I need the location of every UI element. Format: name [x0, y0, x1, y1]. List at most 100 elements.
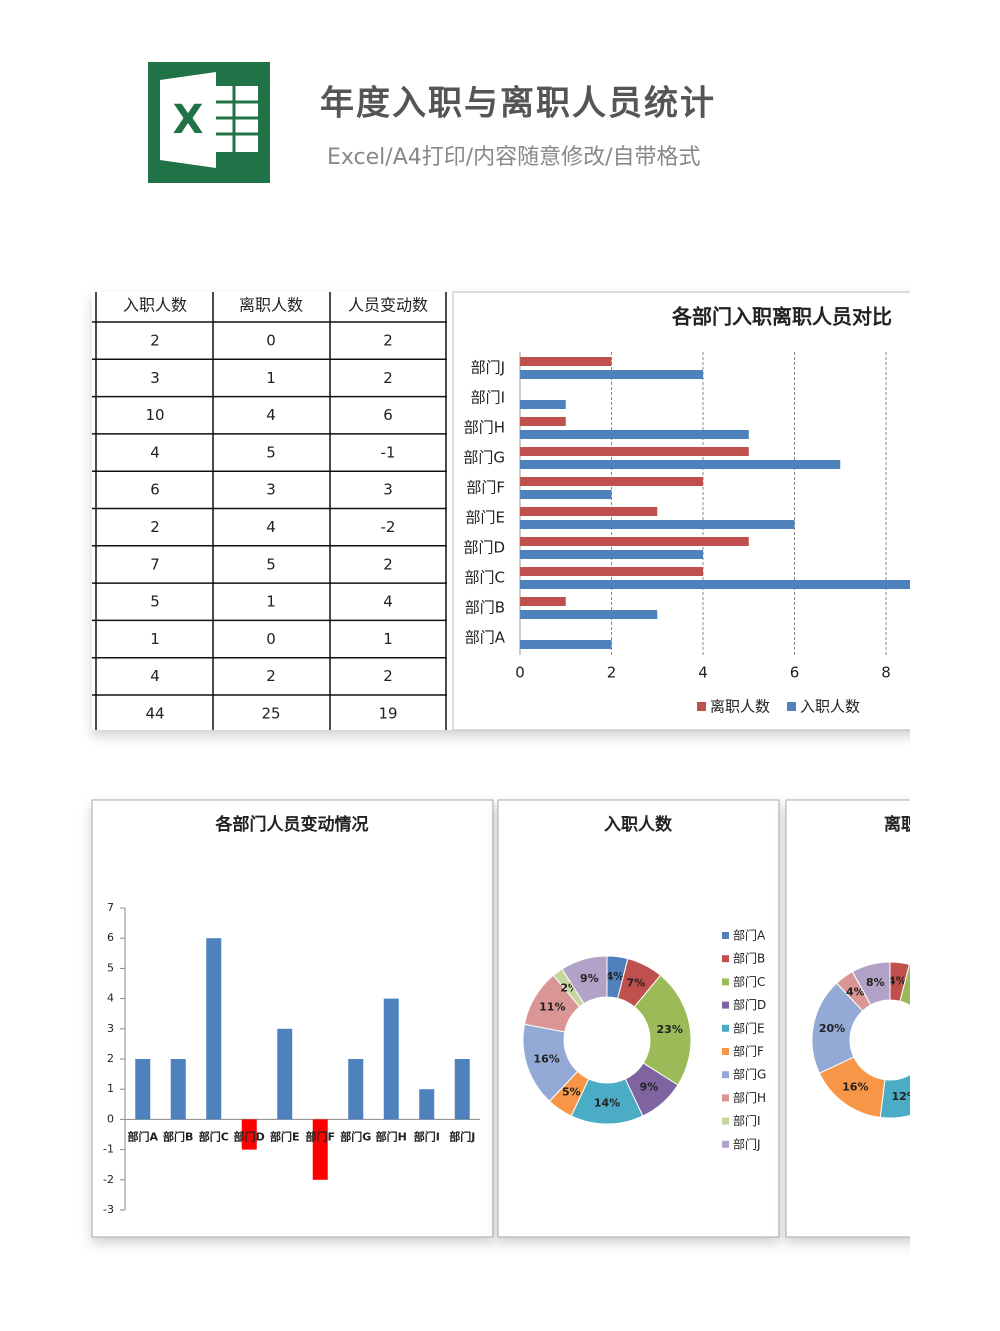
bar — [520, 610, 658, 619]
bar — [520, 477, 703, 486]
legend-label: 部门A — [733, 928, 766, 943]
legend-swatch — [722, 955, 729, 963]
table-cell: 2 — [383, 369, 393, 387]
page-subtitle: Excel/A4打印/内容随意修改/自带格式 — [327, 145, 701, 170]
table-cell: 3 — [266, 481, 276, 499]
table-cell: 6 — [150, 481, 160, 499]
data-label: 16% — [533, 1053, 559, 1066]
table-cell: 1 — [383, 630, 393, 648]
bar — [348, 1059, 364, 1120]
table-cell: 4 — [150, 667, 160, 685]
table-cell: 3 — [383, 481, 393, 499]
y-tick-label: 6 — [107, 931, 114, 944]
bar — [520, 507, 658, 516]
chart-title: 各部门入职离职人员对比 — [671, 305, 892, 329]
data-label: 16% — [842, 1081, 868, 1094]
legend-label: 部门F — [733, 1044, 764, 1059]
bar — [520, 400, 566, 409]
data-label: 9% — [580, 972, 599, 985]
y-tick-label: 3 — [107, 1022, 114, 1035]
x-tick-label: 4 — [698, 664, 708, 682]
x-tick-label: 2 — [607, 664, 617, 682]
bar — [383, 998, 399, 1120]
y-tick-label: 部门C — [465, 569, 505, 587]
bar — [520, 580, 910, 589]
slice — [914, 1016, 968, 1103]
bar — [520, 430, 749, 439]
data-label: 12% — [892, 1090, 918, 1103]
y-tick-label: 部门H — [464, 419, 505, 437]
legend-label: 部门D — [733, 997, 766, 1012]
y-tick-label: 部门D — [463, 539, 505, 557]
slice — [561, 955, 608, 1005]
table-cell: 0 — [266, 630, 276, 648]
y-tick-label: 部门A — [465, 629, 506, 647]
table-cell: 44 — [145, 705, 164, 723]
table-cell: 1 — [266, 593, 276, 611]
data-label: 8% — [866, 976, 885, 989]
table-cell: 19 — [378, 705, 397, 723]
table-cell: -2 — [381, 518, 396, 536]
table-cell: 1 — [266, 369, 276, 387]
y-tick-label: 1 — [107, 1082, 114, 1095]
y-tick-label: 部门J — [471, 359, 505, 377]
table-cell: 25 — [261, 705, 280, 723]
legend-swatch — [722, 978, 729, 986]
legend-swatch — [787, 702, 796, 711]
x-tick-label: 部门H — [376, 1129, 407, 1143]
table-cell: 5 — [150, 593, 160, 611]
x-tick-label: 部门G — [340, 1129, 371, 1143]
bar — [520, 537, 749, 546]
bar — [520, 597, 566, 606]
bar — [206, 938, 222, 1120]
data-label: 20% — [819, 1022, 845, 1035]
y-tick-label: 4 — [107, 992, 114, 1005]
x-tick-label: 部门J — [449, 1129, 475, 1143]
table-cell: 3 — [150, 369, 160, 387]
bar — [520, 640, 612, 649]
column-header: 入职人数 — [123, 296, 187, 315]
table-cell: 2 — [383, 555, 393, 573]
data-label: 9% — [640, 1081, 659, 1094]
column-header: 人员变动数 — [348, 296, 428, 315]
page-title: 年度入职与离职人员统计 — [320, 84, 716, 124]
chart: 各部门人员变动情况 -3 -2 -1 0 1 2 3 4 5 6 7 部门A 部门B 部门C 部门D 部门E 部门… — [103, 814, 480, 1216]
bar — [520, 417, 566, 426]
table-cell: 6 — [383, 406, 393, 424]
logo-lines — [214, 86, 258, 152]
table-cell: 4 — [266, 518, 276, 536]
y-tick-label: 2 — [107, 1052, 114, 1065]
data-label: 4% — [606, 970, 625, 983]
table-cell: -1 — [381, 443, 396, 461]
bar — [520, 520, 795, 529]
x-tick-label: 部门I — [414, 1129, 440, 1143]
data-label: 4% — [888, 974, 907, 987]
y-tick-label: 部门F — [466, 479, 505, 497]
slice — [899, 963, 910, 1007]
bar — [454, 1059, 470, 1120]
x-tick-label: 8 — [881, 664, 891, 682]
table-cell: 2 — [150, 518, 160, 536]
logo-page — [160, 72, 216, 168]
y-tick-label: 部门I — [471, 389, 505, 407]
y-tick-label: 部门G — [463, 449, 505, 467]
bar — [135, 1059, 151, 1120]
chart-title: 离职人数 — [884, 814, 953, 835]
y-tick-label: 7 — [107, 901, 114, 914]
y-tick-label: -3 — [103, 1203, 114, 1216]
table-cell: 7 — [150, 555, 160, 573]
table-cell: 0 — [266, 332, 276, 350]
bar — [520, 490, 612, 499]
y-tick-label: 部门E — [466, 509, 505, 527]
y-tick-label: -2 — [103, 1173, 114, 1186]
data-label: 4% — [846, 985, 865, 998]
table-cell: 2 — [150, 332, 160, 350]
chart: 各部门入职离职人员对比 0 2 4 6 8 部门A 部门B 部门C 部门D 部门E 部门F 部门G 部门H… — [463, 305, 910, 716]
bar — [520, 550, 703, 559]
data-label: 11% — [539, 1001, 565, 1014]
table-cell: 2 — [266, 667, 276, 685]
legend-swatch — [722, 1048, 729, 1055]
chart-title: 入职人数 — [604, 814, 673, 835]
